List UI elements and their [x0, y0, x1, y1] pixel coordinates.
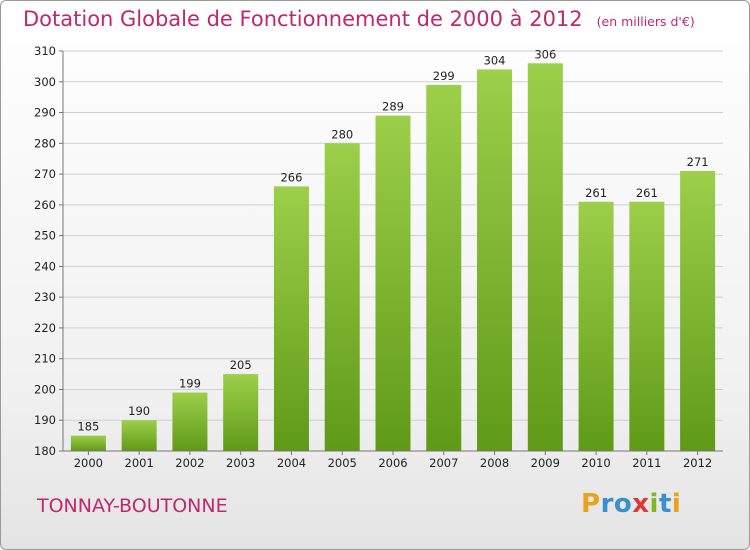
bar	[273, 186, 309, 451]
bar	[375, 115, 411, 451]
x-tick-label: 2012	[683, 456, 712, 470]
chart-title-text: Dotation Globale de Fonctionnement de 20…	[23, 7, 583, 31]
bar	[223, 374, 259, 451]
x-tick-label: 2010	[581, 456, 610, 470]
bar-value-label: 199	[179, 377, 201, 391]
bar	[426, 84, 462, 451]
y-axis-ticks: 180 190 200 210 220 230 240 250 260 270 280 290 300 3…	[34, 44, 63, 458]
x-tick-label: 2004	[277, 456, 306, 470]
logo-letter: i	[671, 489, 682, 519]
x-tick-label: 2009	[531, 456, 560, 470]
bar	[324, 143, 360, 452]
x-tick-label: 2007	[429, 456, 458, 470]
logo-letter: P	[581, 489, 601, 519]
x-tick-label: 2006	[378, 456, 407, 470]
axes	[62, 51, 723, 452]
bar	[578, 201, 614, 451]
x-tick-label: 2001	[125, 456, 154, 470]
x-tick-label: 2002	[175, 456, 204, 470]
bar	[121, 420, 157, 451]
x-tick-label: 2003	[226, 456, 255, 470]
bar-value-label: 266	[280, 170, 302, 184]
y-tick-label: 240	[34, 259, 56, 273]
y-tick-label: 180	[34, 444, 56, 458]
x-tick-label: 2011	[632, 456, 661, 470]
x-tick-label: 2000	[74, 456, 103, 470]
y-tick-label: 290	[34, 106, 56, 120]
bar-value-label: 306	[534, 47, 556, 61]
bar-value-label: 289	[382, 100, 404, 114]
y-tick-label: 200	[34, 382, 56, 396]
logo-letter: o	[613, 489, 633, 519]
bar	[629, 201, 665, 451]
value-labels: 185 190 199 205 266 280 289 299 304 306 261 261 271	[77, 47, 708, 433]
y-tick-label: 310	[34, 44, 56, 58]
bar	[70, 435, 106, 451]
y-tick-label: 280	[34, 136, 56, 150]
x-axis-ticks: 2000 2001 2002 2003 2004 2005 2006 2007 2008 2009…	[74, 451, 712, 470]
y-tick-label: 250	[34, 229, 56, 243]
bar-value-label: 205	[230, 358, 252, 372]
logo-letter: x	[632, 489, 650, 519]
bar-value-label: 304	[484, 53, 506, 67]
bar-value-label: 261	[636, 186, 658, 200]
bar-value-label: 190	[128, 404, 150, 418]
y-tick-label: 190	[34, 413, 56, 427]
logo-letter: i	[649, 489, 659, 519]
x-tick-label: 2008	[480, 456, 509, 470]
logo-letter: r	[600, 489, 614, 519]
bars	[70, 63, 716, 452]
chart-subtitle: (en milliers d'€)	[596, 14, 695, 29]
y-tick-label: 300	[34, 75, 56, 89]
bar-value-label: 185	[77, 420, 99, 434]
bar	[172, 392, 208, 451]
y-tick-label: 260	[34, 198, 56, 212]
bar	[680, 171, 716, 451]
y-tick-label: 220	[34, 321, 56, 335]
bar	[527, 63, 563, 452]
bar-value-label: 299	[433, 69, 455, 83]
x-tick-label: 2005	[328, 456, 357, 470]
commune-name: TONNAY-BOUTONNE	[37, 495, 228, 517]
bar-value-label: 261	[585, 186, 607, 200]
proxiti-logo: Proxiti	[581, 489, 681, 519]
logo-letter: t	[658, 489, 672, 519]
chart-title: Dotation Globale de Fonctionnement de 20…	[23, 7, 695, 31]
bar-value-label: 280	[331, 127, 353, 141]
bar	[477, 69, 513, 451]
y-tick-label: 230	[34, 290, 56, 304]
y-tick-label: 210	[34, 352, 56, 366]
y-tick-label: 270	[34, 167, 56, 181]
bar-value-label: 271	[687, 155, 709, 169]
